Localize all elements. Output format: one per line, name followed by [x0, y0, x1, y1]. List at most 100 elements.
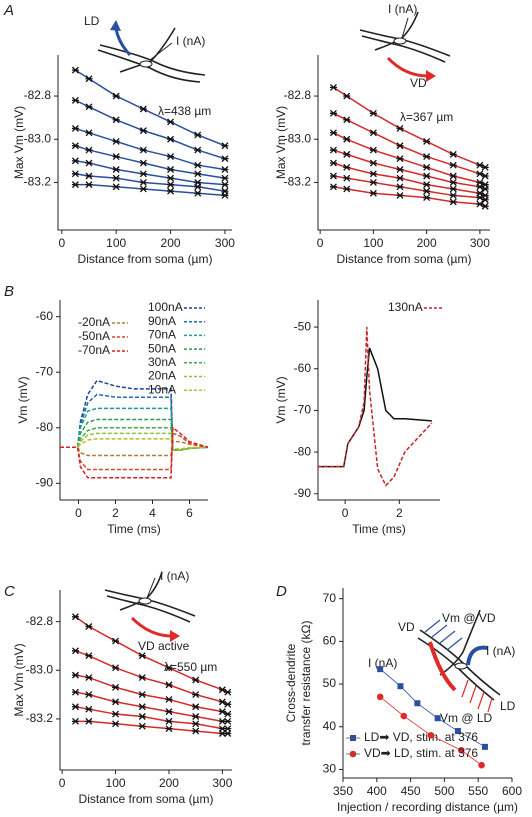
data-point [138, 713, 146, 720]
x-tick-label: 200 [417, 236, 437, 250]
data-point [85, 705, 93, 713]
y-tick-label: -80 [36, 420, 54, 434]
data-point [481, 185, 489, 193]
data-point [165, 725, 173, 733]
data-point [138, 674, 146, 682]
y-axis-label: transfer resistance (kΩ) [299, 620, 313, 745]
legend-label: 20nA [148, 369, 176, 383]
data-point [224, 710, 232, 718]
data-point [192, 727, 200, 735]
series-line [333, 86, 486, 169]
data-point [112, 720, 120, 728]
y-tick-label: -83.0 [24, 131, 52, 145]
x-tick-label: 500 [434, 784, 454, 798]
series-line [333, 162, 486, 197]
legend-label: 90nA [148, 314, 176, 328]
series-line [75, 674, 229, 715]
data-point [423, 137, 431, 145]
data-point [400, 712, 408, 720]
legend-label: LD➡ VD, stim. at 376 [364, 730, 478, 744]
series-line [333, 112, 486, 177]
legend-label: 70nA [148, 328, 176, 342]
data-point [139, 170, 147, 178]
data-point [71, 181, 79, 189]
series-line [318, 327, 433, 487]
data-point [71, 96, 79, 104]
x-tick-label: 450 [401, 784, 421, 798]
y-tick-label: -60 [36, 309, 54, 323]
y-tick-label: -83.2 [24, 175, 52, 189]
data-point [481, 202, 489, 210]
y-tick-label: -83.2 [284, 175, 312, 189]
data-point [449, 191, 457, 199]
series-line [60, 426, 209, 479]
series-line [379, 668, 486, 748]
data-point [85, 691, 93, 699]
data-point [397, 683, 404, 690]
data-point [85, 159, 93, 167]
data-point [343, 116, 351, 124]
annotation: LD [84, 14, 100, 28]
legend-label: -70nA [78, 343, 110, 357]
series-line [75, 706, 228, 730]
data-point [396, 142, 404, 150]
x-tick-label: 0 [75, 506, 82, 520]
data-point [139, 146, 147, 154]
data-point [167, 166, 175, 173]
data-point [369, 109, 377, 117]
data-point [71, 170, 79, 178]
data-point [369, 146, 377, 154]
data-point [329, 159, 337, 167]
data-point [165, 708, 173, 716]
legend-label: -50nA [78, 329, 110, 343]
x-axis-label: Distance from soma (µm) [78, 252, 213, 266]
data-point [478, 761, 485, 769]
legend-label: 130nA [388, 300, 423, 314]
y-tick-label: -83.0 [26, 662, 54, 676]
y-tick-label: -82.8 [284, 88, 312, 102]
data-point [369, 179, 377, 186]
annotation: I (nA) [368, 656, 397, 670]
data-point [458, 746, 465, 754]
series-line [333, 175, 486, 201]
x-tick-label: 200 [161, 236, 181, 250]
data-point [71, 66, 79, 74]
data-point [71, 717, 79, 725]
x-tick-label: 2 [396, 506, 403, 520]
data-point [85, 103, 93, 111]
x-axis-label: Time (ms) [352, 522, 406, 536]
panel-label: D [276, 583, 287, 600]
data-point [449, 179, 457, 186]
y-tick-label: -90 [36, 476, 54, 490]
y-tick-label: -50 [294, 319, 312, 333]
y-tick-label: 40 [323, 719, 337, 733]
data-point [224, 730, 232, 737]
series-line [333, 186, 486, 207]
y-tick-label: -83.2 [26, 711, 54, 725]
x-axis-label: Distance from soma (µm) [79, 792, 214, 806]
data-point [369, 189, 377, 197]
annotation: λ=550 µm [164, 660, 217, 674]
data-point [369, 170, 377, 178]
data-point [85, 146, 93, 154]
data-point [192, 691, 200, 699]
annotation: LD [500, 699, 516, 713]
legend-label: VD➡ LD, stim. at 376 [364, 746, 478, 760]
data-point [139, 127, 147, 135]
series-line [75, 127, 226, 171]
x-tick-label: 300 [215, 236, 235, 250]
data-point [343, 185, 351, 193]
data-point [449, 185, 457, 193]
data-point [396, 166, 404, 173]
y-axis-label: Max Vm (mV) [12, 643, 26, 716]
x-tick-label: 6 [186, 506, 193, 520]
data-point [192, 676, 200, 684]
data-point [377, 666, 384, 673]
series-line [333, 149, 486, 190]
data-point [329, 183, 337, 191]
data-point [112, 698, 120, 706]
x-axis-label: Distance from soma (µm) [337, 252, 472, 266]
x-tick-label: 100 [363, 236, 383, 250]
data-point [481, 196, 489, 204]
